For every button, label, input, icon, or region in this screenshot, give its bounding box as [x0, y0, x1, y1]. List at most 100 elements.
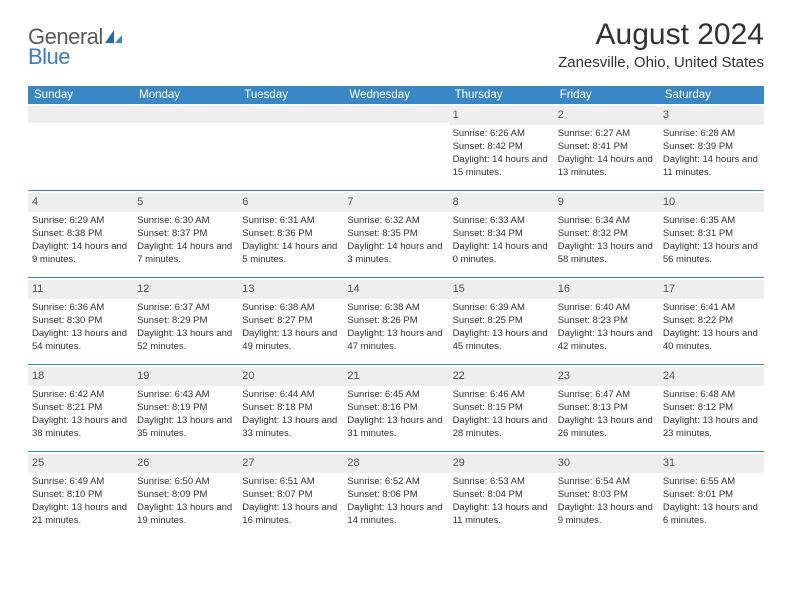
- day-number: 18: [28, 367, 133, 386]
- day-number: 3: [659, 106, 764, 125]
- sunrise-text: Sunrise: 6:44 AM: [242, 389, 339, 402]
- calendar-grid: Sunday Monday Tuesday Wednesday Thursday…: [28, 86, 764, 538]
- daylight-text: Daylight: 14 hours and 9 minutes.: [32, 241, 129, 267]
- day-number: [343, 106, 448, 123]
- daylight-text: Daylight: 13 hours and 19 minutes.: [137, 502, 234, 528]
- weekday-header: Saturday: [659, 86, 764, 104]
- sunset-text: Sunset: 8:03 PM: [558, 489, 655, 502]
- calendar-day-cell: 28Sunrise: 6:52 AMSunset: 8:06 PMDayligh…: [343, 452, 448, 538]
- daylight-text: Daylight: 13 hours and 49 minutes.: [242, 328, 339, 354]
- sunset-text: Sunset: 8:31 PM: [663, 228, 760, 241]
- calendar-week-row: 11Sunrise: 6:36 AMSunset: 8:30 PMDayligh…: [28, 277, 764, 364]
- day-details: Sunrise: 6:54 AMSunset: 8:03 PMDaylight:…: [558, 476, 655, 527]
- logo-sail-icon: [104, 29, 124, 50]
- sunrise-text: Sunrise: 6:51 AM: [242, 476, 339, 489]
- calendar-week-row: 4 Sunrise: 6:29 AMSunset: 8:38 PMDaylight…: [28, 190, 764, 277]
- calendar-day-cell: 20Sunrise: 6:44 AMSunset: 8:18 PMDayligh…: [238, 365, 343, 451]
- day-number: 4: [28, 193, 133, 212]
- day-number: [133, 106, 238, 123]
- daylight-text: Daylight: 13 hours and 47 minutes.: [347, 328, 444, 354]
- sunset-text: Sunset: 8:06 PM: [347, 489, 444, 502]
- day-number: [28, 106, 133, 123]
- logo-blue: Blue: [28, 44, 70, 69]
- calendar-day-cell: 26Sunrise: 6:50 AMSunset: 8:09 PMDayligh…: [133, 452, 238, 538]
- day-details: Sunrise: 6:55 AMSunset: 8:01 PMDaylight:…: [663, 476, 760, 527]
- day-number: 8: [449, 193, 554, 212]
- calendar-day-cell: 27Sunrise: 6:51 AMSunset: 8:07 PMDayligh…: [238, 452, 343, 538]
- calendar-day-cell: 3 Sunrise: 6:28 AMSunset: 8:39 PMDaylight…: [659, 104, 764, 190]
- day-number: 6: [238, 193, 343, 212]
- calendar-day-cell: 13Sunrise: 6:38 AMSunset: 8:27 PMDayligh…: [238, 278, 343, 364]
- day-number: 24: [659, 367, 764, 386]
- calendar-day-cell: 30 Sunrise: 6:54 AMSunset: 8:03 PMDayligh…: [554, 452, 659, 538]
- daylight-text: Daylight: 13 hours and 26 minutes.: [558, 415, 655, 441]
- calendar-day-cell: 10Sunrise: 6:35 AMSunset: 8:31 PMDayligh…: [659, 191, 764, 277]
- day-number: 22: [449, 367, 554, 386]
- day-details: Sunrise: 6:29 AMSunset: 8:38 PMDaylight:…: [32, 215, 129, 266]
- sunset-text: Sunset: 8:32 PM: [558, 228, 655, 241]
- daylight-text: Daylight: 13 hours and 21 minutes.: [32, 502, 129, 528]
- day-number: 19: [133, 367, 238, 386]
- brand-logo: General Blue: [28, 18, 124, 76]
- daylight-text: Daylight: 13 hours and 23 minutes.: [663, 415, 760, 441]
- calendar-day-cell: 14Sunrise: 6:38 AMSunset: 8:26 PMDayligh…: [343, 278, 448, 364]
- daylight-text: Daylight: 14 hours and 5 minutes.: [242, 241, 339, 267]
- sunset-text: Sunset: 8:01 PM: [663, 489, 760, 502]
- daylight-text: Daylight: 14 hours and 7 minutes.: [137, 241, 234, 267]
- sunrise-text: Sunrise: 6:31 AM: [242, 215, 339, 228]
- sunrise-text: Sunrise: 6:49 AM: [32, 476, 129, 489]
- day-details: Sunrise: 6:26 AMSunset: 8:42 PMDaylight:…: [453, 128, 550, 179]
- day-number: 12: [133, 280, 238, 299]
- daylight-text: Daylight: 13 hours and 11 minutes.: [453, 502, 550, 528]
- month-title: August 2024: [558, 18, 764, 52]
- sunrise-text: Sunrise: 6:27 AM: [558, 128, 655, 141]
- calendar-week-row: 18Sunrise: 6:42 AMSunset: 8:21 PMDayligh…: [28, 364, 764, 451]
- day-number: 28: [343, 454, 448, 473]
- calendar-day-cell: 22Sunrise: 6:46 AMSunset: 8:15 PMDayligh…: [449, 365, 554, 451]
- daylight-text: Daylight: 14 hours and 11 minutes.: [663, 154, 760, 180]
- day-number: 16: [554, 280, 659, 299]
- sunset-text: Sunset: 8:42 PM: [453, 141, 550, 154]
- weekday-header: Tuesday: [238, 86, 343, 104]
- day-number: 26: [133, 454, 238, 473]
- sunrise-text: Sunrise: 6:29 AM: [32, 215, 129, 228]
- calendar-day-cell: 24 Sunrise: 6:48 AMSunset: 8:12 PMDayligh…: [659, 365, 764, 451]
- sunset-text: Sunset: 8:34 PM: [453, 228, 550, 241]
- calendar-day-cell: 18Sunrise: 6:42 AMSunset: 8:21 PMDayligh…: [28, 365, 133, 451]
- day-number: 14: [343, 280, 448, 299]
- day-details: Sunrise: 6:48 AMSunset: 8:12 PMDaylight:…: [663, 389, 760, 440]
- daylight-text: Daylight: 13 hours and 9 minutes.: [558, 502, 655, 528]
- day-number: 21: [343, 367, 448, 386]
- day-number: 17: [659, 280, 764, 299]
- sunset-text: Sunset: 8:27 PM: [242, 315, 339, 328]
- day-details: Sunrise: 6:37 AMSunset: 8:29 PMDaylight:…: [137, 302, 234, 353]
- sunset-text: Sunset: 8:23 PM: [558, 315, 655, 328]
- sunset-text: Sunset: 8:18 PM: [242, 402, 339, 415]
- calendar-day-cell: 2Sunrise: 6:27 AMSunset: 8:41 PMDaylight…: [554, 104, 659, 190]
- sunrise-text: Sunrise: 6:47 AM: [558, 389, 655, 402]
- calendar-day-cell: 25 Sunrise: 6:49 AMSunset: 8:10 PMDayligh…: [28, 452, 133, 538]
- day-number: 5: [133, 193, 238, 212]
- daylight-text: Daylight: 13 hours and 6 minutes.: [663, 502, 760, 528]
- daylight-text: Daylight: 13 hours and 33 minutes.: [242, 415, 339, 441]
- day-details: Sunrise: 6:36 AMSunset: 8:30 PMDaylight:…: [32, 302, 129, 353]
- daylight-text: Daylight: 14 hours and 0 minutes.: [453, 241, 550, 267]
- day-number: 25: [28, 454, 133, 473]
- day-details: Sunrise: 6:30 AMSunset: 8:37 PMDaylight:…: [137, 215, 234, 266]
- sunset-text: Sunset: 8:39 PM: [663, 141, 760, 154]
- sunrise-text: Sunrise: 6:30 AM: [137, 215, 234, 228]
- sunrise-text: Sunrise: 6:50 AM: [137, 476, 234, 489]
- sunset-text: Sunset: 8:16 PM: [347, 402, 444, 415]
- sunset-text: Sunset: 8:04 PM: [453, 489, 550, 502]
- calendar-week-row: 25 Sunrise: 6:49 AMSunset: 8:10 PMDayligh…: [28, 451, 764, 538]
- sunset-text: Sunset: 8:07 PM: [242, 489, 339, 502]
- calendar-week-row: 1Sunrise: 6:26 AMSunset: 8:42 PMDaylight…: [28, 104, 764, 190]
- daylight-text: Daylight: 14 hours and 15 minutes.: [453, 154, 550, 180]
- day-details: Sunrise: 6:49 AMSunset: 8:10 PMDaylight:…: [32, 476, 129, 527]
- sunrise-text: Sunrise: 6:53 AM: [453, 476, 550, 489]
- day-number: 30: [554, 454, 659, 473]
- day-details: Sunrise: 6:28 AMSunset: 8:39 PMDaylight:…: [663, 128, 760, 179]
- weekday-header: Sunday: [28, 86, 133, 104]
- calendar-day-cell: 15Sunrise: 6:39 AMSunset: 8:25 PMDayligh…: [449, 278, 554, 364]
- calendar-day-cell: 16Sunrise: 6:40 AMSunset: 8:23 PMDayligh…: [554, 278, 659, 364]
